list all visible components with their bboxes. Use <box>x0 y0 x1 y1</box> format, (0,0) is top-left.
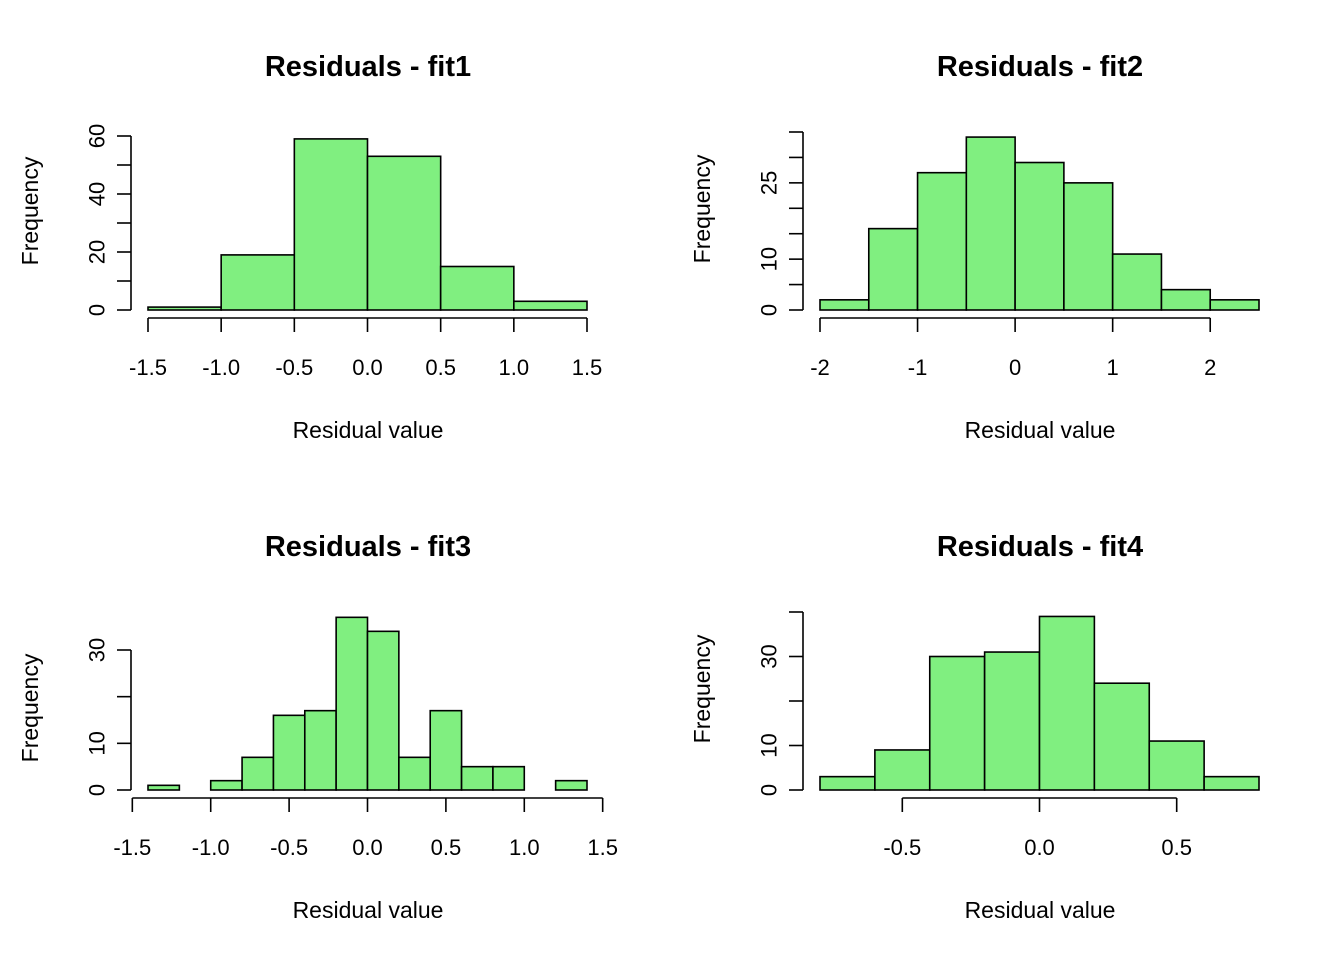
histogram-bar <box>513 300 588 311</box>
y-tick-label: 25 <box>757 171 782 195</box>
histogram-bar <box>398 756 432 791</box>
histogram-panel-1: Residuals - fit1 -1.5 -1.0 -0.5 0.0 0.5 1.0 1.5… <box>17 51 602 443</box>
histogram-bar <box>1038 615 1096 791</box>
histogram-bar <box>492 765 526 791</box>
histogram-bar <box>220 254 296 311</box>
x-tick-label: 0.0 <box>352 355 383 380</box>
y-tick-label: 10 <box>757 733 782 757</box>
y-tick-label: 10 <box>757 247 782 271</box>
histogram-bar <box>429 709 463 791</box>
x-tick-label: 1.0 <box>499 355 530 380</box>
y-axis: 0 20 40 60 <box>85 124 132 316</box>
x-tick-label: 0.5 <box>1161 835 1192 860</box>
y-tick-label: 0 <box>757 304 782 316</box>
y-tick-label: 40 <box>85 182 110 206</box>
chart-title: Residuals - fit3 <box>265 531 471 563</box>
x-tick-label: -0.5 <box>275 355 313 380</box>
y-tick-label: 0 <box>757 784 782 796</box>
x-axis: -0.5 0.0 0.5 <box>883 797 1192 860</box>
histogram-bar <box>293 138 369 311</box>
y-axis-label: Frequency <box>17 156 43 265</box>
y-axis: 0 10 30 <box>757 611 804 796</box>
histogram-bar <box>366 155 442 311</box>
histogram-bar <box>928 655 986 791</box>
x-tick-label: 0.5 <box>431 835 462 860</box>
histogram-bar <box>554 779 588 791</box>
x-axis: -1.5 -1.0 -0.5 0.0 0.5 1.0 1.5 <box>113 797 618 860</box>
y-tick-label: 30 <box>85 638 110 662</box>
histogram-bar <box>819 775 876 791</box>
histogram-bar <box>965 136 1016 311</box>
y-tick-label: 0 <box>85 304 110 316</box>
histogram-bar <box>209 779 243 791</box>
y-axis-label: Frequency <box>689 154 715 263</box>
histogram-bar <box>460 765 494 791</box>
x-axis: -2 -1 0 1 2 <box>810 317 1216 380</box>
histogram-bar <box>1203 775 1260 791</box>
histogram-bar <box>916 171 968 311</box>
chart-title: Residuals - fit4 <box>937 531 1143 563</box>
y-axis-label: Frequency <box>689 634 715 743</box>
histogram-bar <box>819 299 870 311</box>
x-tick-label: -1.5 <box>113 835 151 860</box>
y-tick-label: 10 <box>85 731 110 755</box>
x-tick-label: -1 <box>908 355 928 380</box>
x-tick-label: -0.5 <box>270 835 308 860</box>
x-tick-label: 1.5 <box>572 355 603 380</box>
x-axis-label: Residual value <box>965 417 1116 443</box>
histogram-bar <box>366 630 400 791</box>
histogram-panel-3: Residuals - fit3 -1.5 -1.0 -0.5 0.0 0.5 1.0 1.5… <box>17 531 618 923</box>
histogram-bar <box>1160 288 1212 311</box>
x-tick-label: 0.5 <box>425 355 456 380</box>
x-tick-label: -1.5 <box>129 355 167 380</box>
chart-title: Residuals - fit2 <box>937 51 1143 83</box>
histogram-bar <box>272 714 306 791</box>
chart-title: Residuals - fit1 <box>265 51 471 83</box>
y-axis: 0 10 30 <box>85 638 132 796</box>
histogram-bar <box>147 784 181 791</box>
histogram-bar <box>439 265 515 311</box>
y-tick-label: 20 <box>85 240 110 264</box>
y-tick-label: 30 <box>757 644 782 668</box>
histogram-panel-4: Residuals - fit4 -0.5 0.0 0.5 0 10 30 Residual … <box>689 531 1260 923</box>
y-axis-label: Frequency <box>17 653 43 762</box>
histogram-bar <box>1148 740 1205 791</box>
x-tick-label: 0 <box>1009 355 1021 380</box>
x-axis-label: Residual value <box>293 417 444 443</box>
x-tick-label: 2 <box>1204 355 1216 380</box>
x-tick-label: -1.0 <box>202 355 240 380</box>
x-tick-label: 1.5 <box>587 835 618 860</box>
histogram-bar <box>303 709 337 791</box>
histogram-bar <box>1014 161 1065 311</box>
x-axis-label: Residual value <box>965 897 1116 923</box>
x-tick-label: -2 <box>810 355 830 380</box>
x-axis: -1.5 -1.0 -0.5 0.0 0.5 1.0 1.5 <box>129 317 603 380</box>
histogram-bar <box>1063 182 1114 311</box>
histogram-bar <box>867 227 919 311</box>
x-tick-label: 1 <box>1107 355 1119 380</box>
x-tick-label: -1.0 <box>192 835 230 860</box>
histogram-bar <box>241 756 275 791</box>
histogram-bar <box>147 306 222 311</box>
y-tick-label: 0 <box>85 784 110 796</box>
x-tick-label: -0.5 <box>883 835 921 860</box>
histogram-bar <box>1093 682 1151 791</box>
y-tick-label: 60 <box>85 124 110 148</box>
y-axis: 0 10 25 <box>757 131 804 316</box>
histogram-bar <box>1209 299 1260 311</box>
x-tick-label: 1.0 <box>509 835 540 860</box>
histogram-panel-2: Residuals - fit2 -2 -1 0 1 2 0 10 25 Residual val… <box>689 51 1260 443</box>
x-tick-label: 0.0 <box>1024 835 1055 860</box>
histogram-bar <box>874 749 931 791</box>
histogram-bar <box>983 651 1041 791</box>
x-tick-label: 0.0 <box>352 835 383 860</box>
histogram-bar <box>1111 253 1163 311</box>
x-axis-label: Residual value <box>293 897 444 923</box>
histogram-bar <box>335 616 369 791</box>
